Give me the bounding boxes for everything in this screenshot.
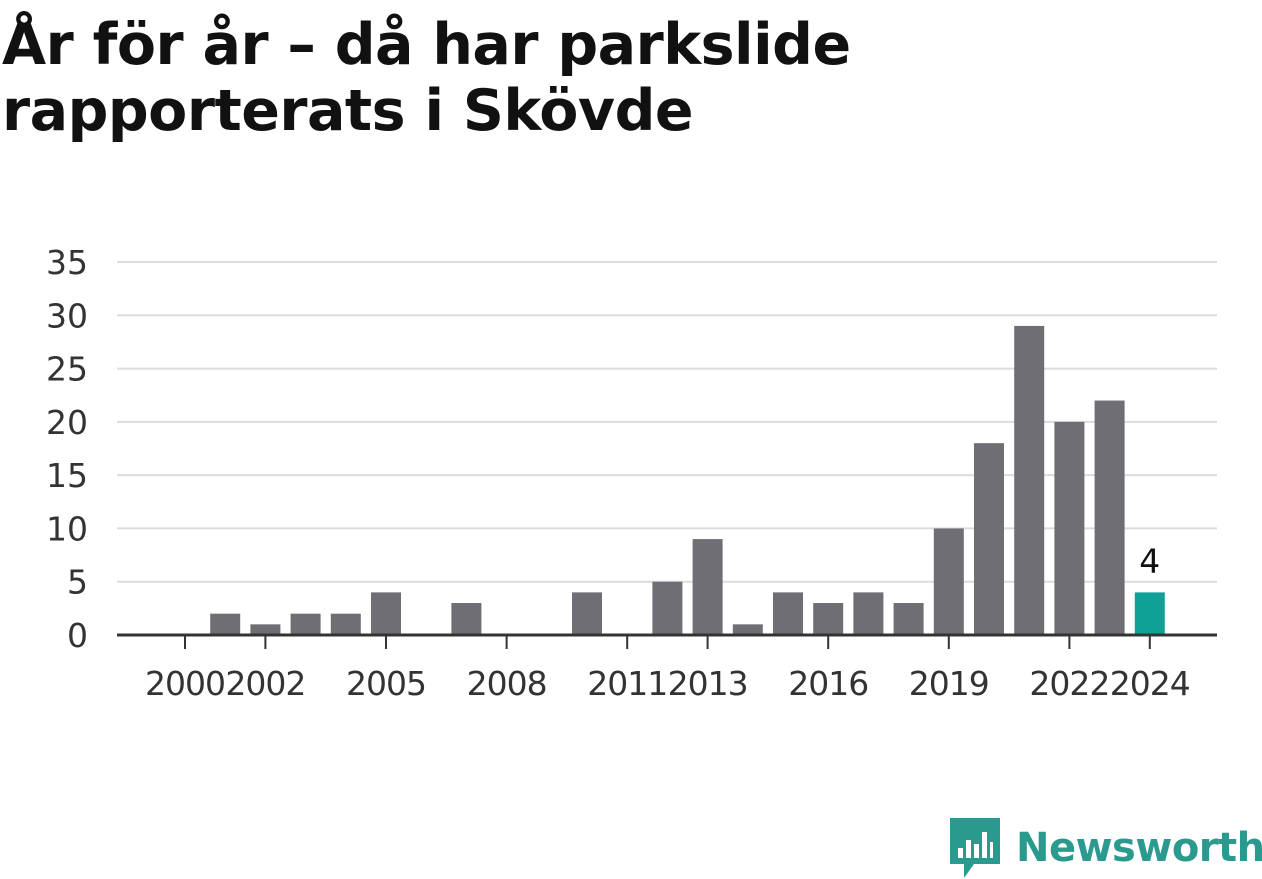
x-tick-label: 2008 (467, 664, 547, 703)
newsworthy-logo: Newsworthy (950, 818, 1262, 878)
x-tick-label: 2019 (909, 664, 989, 703)
bar (1014, 325, 1045, 635)
y-tick-label: 15 (46, 456, 88, 495)
y-tick-label: 25 (46, 350, 88, 389)
x-tick-label: 2002 (225, 664, 305, 703)
x-tick-label: 2013 (668, 664, 748, 703)
data-label: 4 (1139, 541, 1160, 580)
y-tick-label: 10 (46, 509, 88, 548)
bar (451, 603, 482, 635)
bars (210, 325, 1165, 635)
bar (813, 603, 844, 635)
x-tick-label: 2000 (145, 664, 225, 703)
x-tick-label: 2024 (1110, 664, 1190, 703)
bar (732, 624, 763, 635)
x-tick-label: 2016 (788, 664, 868, 703)
bar (692, 539, 723, 635)
x-tick-label: 2011 (587, 664, 667, 703)
bar (853, 592, 884, 635)
bar (652, 581, 683, 635)
bar (974, 443, 1004, 635)
bar (1054, 421, 1085, 635)
y-tick-label: 0 (67, 616, 88, 655)
y-axis-ticks: 0 5 10 15 20 25 30 35 (46, 243, 88, 655)
x-axis-ticks: 2000 2002 2005 2008 2011 2013 2016 2019 2022 2024 (145, 635, 1191, 703)
data-labels: 4 (1139, 541, 1160, 580)
bar (210, 613, 241, 635)
bar (1134, 592, 1165, 635)
bar (773, 592, 803, 635)
bar (893, 603, 924, 635)
bar (1094, 400, 1125, 635)
x-tick-label: 2022 (1029, 664, 1109, 703)
brand-name: Newsworthy (1016, 825, 1262, 871)
bar (250, 624, 281, 635)
y-tick-label: 35 (46, 243, 88, 282)
bar (371, 592, 401, 635)
gridlines (117, 261, 1217, 583)
y-tick-label: 30 (46, 296, 88, 335)
x-tick-label: 2005 (346, 664, 426, 703)
y-tick-label: 5 (67, 563, 88, 602)
bar (572, 592, 602, 635)
bar (330, 613, 361, 635)
y-tick-label: 20 (46, 403, 88, 442)
bar (933, 528, 964, 635)
bar-chart-speech-bubble-icon (950, 818, 1000, 878)
chart-title: År för år – då har parkslide rapporterat… (2, 12, 851, 144)
bar (290, 613, 321, 635)
